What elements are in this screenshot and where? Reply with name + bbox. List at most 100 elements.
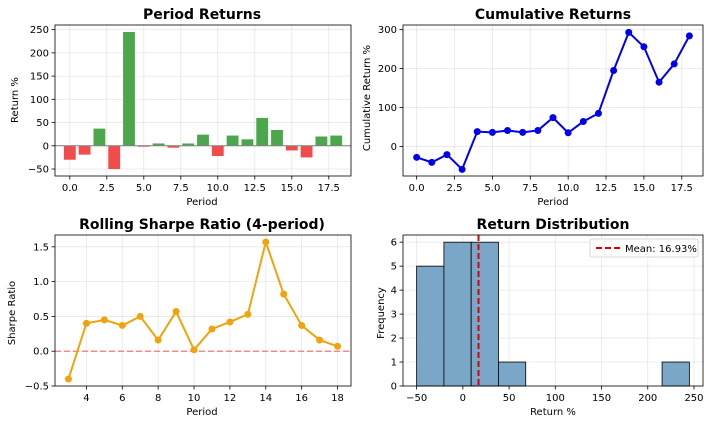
return-distribution-ytick-label: 3 — [391, 310, 397, 321]
cumulative-returns-xtick-label: 10.0 — [557, 183, 579, 194]
cumulative-returns-point — [655, 78, 663, 86]
return-distribution-ytick-label: 5 — [391, 262, 397, 273]
cumulative-returns-panel: Cumulative Returns Period Cumulative Ret… — [362, 7, 704, 208]
rolling-sharpe-point — [208, 325, 216, 333]
return-distribution-ytick-label: 4 — [391, 286, 397, 297]
rolling-sharpe-point — [316, 336, 324, 344]
period-returns-ytick-label: −50 — [28, 165, 49, 176]
return-distribution-bin-bar — [443, 241, 472, 387]
period-returns-bar — [211, 145, 224, 157]
period-returns-bar — [167, 145, 180, 148]
period-returns-ytick-label: 250 — [30, 25, 49, 36]
cumulative-returns-point — [625, 28, 633, 36]
cumulative-returns-point — [458, 165, 466, 173]
return-distribution-bin-bar — [661, 361, 690, 387]
rolling-sharpe-point — [226, 318, 234, 326]
rolling-sharpe-point — [82, 319, 90, 327]
period-returns-xtick-label: 7.5 — [173, 183, 189, 194]
rolling-sharpe-panel: Rolling Sharpe Ratio (4-period) Period S… — [7, 217, 352, 418]
cumulative-returns-point — [564, 129, 572, 137]
return-distribution-legend-box — [589, 238, 699, 258]
rolling-sharpe-xtick-label: 8 — [155, 393, 161, 404]
return-distribution-legend-label: Mean: 16.93% — [625, 244, 697, 255]
period-returns-bar — [226, 135, 239, 146]
period-returns-ytick-label: 50 — [36, 118, 49, 129]
period-returns-xtick-label: 5.0 — [136, 183, 152, 194]
period-returns-ytick-label: 0 — [43, 141, 49, 152]
cumulative-returns-point — [670, 60, 678, 68]
return-distribution-ylabel: Frequency — [376, 287, 387, 339]
rolling-sharpe-point — [118, 321, 126, 329]
return-distribution-bin-bar — [498, 361, 527, 387]
rolling-sharpe-point — [172, 308, 180, 316]
period-returns-bar — [182, 143, 195, 146]
period-returns-ytick-label: 100 — [30, 95, 49, 106]
return-distribution-axes-frame — [402, 234, 704, 387]
rolling-sharpe-title: Rolling Sharpe Ratio (4-period) — [79, 217, 325, 233]
cumulative-returns-axes-frame — [402, 24, 704, 177]
cumulative-returns-point — [594, 109, 602, 117]
period-returns-bar — [330, 135, 343, 146]
cumulative-returns-xtick-label: 17.5 — [671, 183, 693, 194]
cumulative-returns-ytick-label: 100 — [378, 103, 397, 114]
cumulative-returns-point — [473, 128, 481, 136]
return-distribution-panel: Return Distribution Return % Frequency M… — [376, 217, 704, 418]
return-distribution-ytick-label: 0 — [391, 382, 397, 393]
period-returns-title: Period Returns — [143, 7, 261, 23]
rolling-sharpe-ylabel: Sharpe Ratio — [7, 281, 18, 345]
return-distribution-ytick-label: 2 — [391, 334, 397, 345]
rolling-sharpe-ytick-label: −0.5 — [25, 382, 49, 393]
return-distribution-legend: Mean: 16.93% — [589, 238, 699, 258]
rolling-sharpe-point — [136, 312, 144, 320]
cumulative-returns-point — [579, 118, 587, 126]
period-returns-plot: 0.0 2.5 5.0 7.5 10.0 12.5 15.0 17.5 −50 0 50 100 150… — [28, 24, 352, 194]
cumulative-returns-xtick-label: 0.0 — [409, 183, 425, 194]
return-distribution-xlabel: Return % — [530, 407, 576, 418]
return-distribution-xtick-label: 200 — [638, 393, 657, 404]
rolling-sharpe-series-line — [67, 238, 338, 380]
period-returns-bar — [63, 145, 76, 160]
cumulative-returns-point — [685, 32, 693, 40]
cumulative-returns-point — [488, 128, 496, 136]
period-returns-bar — [271, 130, 283, 146]
rolling-sharpe-point — [100, 316, 108, 324]
period-returns-xtick-label: 2.5 — [99, 183, 115, 194]
period-returns-bar — [93, 128, 106, 146]
cumulative-returns-point — [519, 128, 527, 136]
cumulative-returns-point — [549, 114, 557, 122]
cumulative-returns-point — [443, 151, 451, 159]
return-distribution-bin-bar — [416, 265, 445, 387]
cumulative-returns-xtick-label: 2.5 — [447, 183, 463, 194]
cumulative-returns-point — [610, 67, 618, 75]
cumulative-returns-ytick-label: 200 — [378, 64, 397, 75]
cumulative-returns-ytick-label: 0 — [391, 142, 397, 153]
period-returns-xtick-label: 10.0 — [207, 183, 229, 194]
period-returns-ylabel: Return % — [10, 77, 21, 123]
rolling-sharpe-xtick-label: 10 — [188, 393, 201, 404]
return-distribution-xtick-label: 150 — [592, 393, 611, 404]
rolling-sharpe-xtick-label: 4 — [83, 393, 89, 404]
cumulative-returns-title: Cumulative Returns — [475, 7, 631, 23]
rolling-sharpe-plot: 4 6 8 10 12 14 16 18 −0.5 0.0 0.5 1.0 1.5 — [25, 234, 352, 404]
rolling-sharpe-point — [190, 346, 198, 354]
rolling-sharpe-point — [244, 310, 252, 318]
cumulative-returns-xtick-label: 15.0 — [633, 183, 655, 194]
cumulative-returns-ytick-label: 300 — [378, 25, 397, 36]
cumulative-returns-plot: 0.0 2.5 5.0 7.5 10.0 12.5 15.0 17.5 0 100 200 300 — [378, 24, 704, 194]
cumulative-returns-point — [640, 43, 648, 51]
rolling-sharpe-point — [334, 342, 342, 350]
rolling-sharpe-xtick-label: 6 — [119, 393, 125, 404]
cumulative-returns-point — [504, 126, 512, 134]
period-returns-bar — [123, 31, 135, 146]
cumulative-returns-series-line — [416, 30, 691, 172]
rolling-sharpe-ytick-label: 0.5 — [33, 312, 49, 323]
period-returns-panel: Period Returns Period Return % 0.0 2.5 5.0… — [10, 7, 352, 208]
period-returns-xtick-label: 0.0 — [62, 183, 78, 194]
period-returns-bar — [256, 117, 269, 146]
period-returns-bar — [78, 145, 91, 155]
period-returns-xtick-label: 12.5 — [244, 183, 266, 194]
period-returns-bar — [197, 134, 209, 146]
return-distribution-xtick-label: −50 — [406, 393, 427, 404]
period-returns-ytick-label: 200 — [30, 48, 49, 59]
cumulative-returns-xtick-label: 12.5 — [595, 183, 617, 194]
